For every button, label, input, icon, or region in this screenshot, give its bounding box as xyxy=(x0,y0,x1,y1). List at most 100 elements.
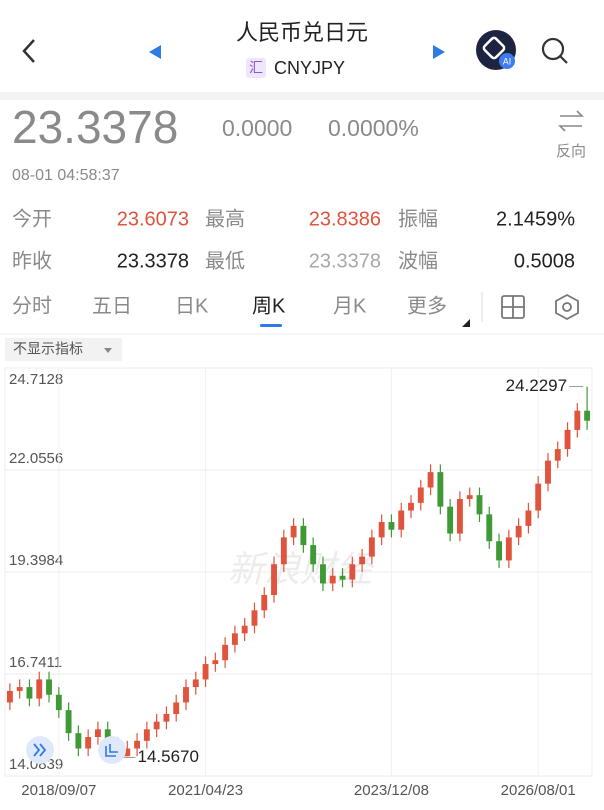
candle-body xyxy=(231,633,238,645)
tab[interactable]: 月K xyxy=(333,295,367,317)
y-tick-label: 16.7411 xyxy=(9,654,62,671)
change: 0.0000 xyxy=(222,115,292,141)
candle-body xyxy=(261,594,268,611)
candle-body xyxy=(183,687,189,703)
candle-body xyxy=(408,502,414,511)
ai-label: AI xyxy=(503,56,512,66)
price: 23.3378 xyxy=(12,101,178,153)
candle-body xyxy=(6,690,13,703)
candle-body xyxy=(584,410,591,421)
search-button[interactable] xyxy=(541,37,565,61)
candle-body xyxy=(173,702,180,714)
next-button[interactable] xyxy=(433,45,445,59)
back-button[interactable] xyxy=(22,39,35,63)
badge-bg xyxy=(246,58,266,78)
candle-body xyxy=(143,729,150,741)
candle-body xyxy=(456,499,463,534)
y-tick-label: 24.7128 xyxy=(9,371,63,388)
max-label: 24.2297 xyxy=(506,376,567,395)
candle-body xyxy=(163,713,170,722)
tab[interactable]: 日K xyxy=(175,295,209,317)
reverse-icon[interactable] xyxy=(558,110,584,132)
candle-body xyxy=(496,541,502,561)
reset-button[interactable] xyxy=(98,736,126,764)
candle-body xyxy=(417,487,424,503)
stat-value: 0.5008 xyxy=(514,250,575,272)
candle-body xyxy=(124,748,131,757)
candle-body xyxy=(290,525,297,538)
reverse[interactable]: 反向 xyxy=(556,143,586,160)
tab[interactable]: 分时 xyxy=(12,294,52,317)
candle-body xyxy=(16,687,23,691)
indicator-dropdown[interactable] xyxy=(5,338,122,361)
candle-body xyxy=(271,564,277,595)
candle-body xyxy=(212,660,219,665)
tab-active[interactable]: 周K xyxy=(252,295,286,317)
candle-body xyxy=(26,687,33,699)
candle-body xyxy=(466,495,473,500)
indicator-label: 不显示指标 xyxy=(13,341,83,357)
stat-label: 波幅 xyxy=(398,249,438,272)
candle-body xyxy=(241,625,248,634)
symbol: CNYJPY xyxy=(274,58,345,78)
candle-body xyxy=(75,733,82,749)
candle-body xyxy=(505,537,512,561)
candle-body xyxy=(65,710,72,734)
candle-body xyxy=(427,472,434,488)
change-pct: 0.0000% xyxy=(328,115,419,141)
stat-value: 23.3378 xyxy=(117,250,189,272)
divider xyxy=(0,92,604,100)
candle-body xyxy=(368,537,375,557)
prev-button[interactable] xyxy=(149,45,161,59)
min-label: 14.5670 xyxy=(138,747,199,766)
tab[interactable]: 更多 xyxy=(407,294,447,317)
candle-body xyxy=(574,410,581,430)
candle-body xyxy=(202,664,209,680)
candle-body xyxy=(437,472,444,507)
candle-body xyxy=(447,506,454,534)
candle-body xyxy=(476,495,483,515)
time: 08-01 04:58:37 xyxy=(12,167,120,184)
candle-body xyxy=(95,729,101,737)
candle-body xyxy=(251,610,258,626)
candle-body xyxy=(398,510,405,530)
candle-body xyxy=(339,575,346,580)
x-tick-label: 2026/08/01 xyxy=(501,782,576,799)
x-tick-label: 2023/12/08 xyxy=(354,782,429,799)
tab-underline xyxy=(260,324,282,327)
candle-body xyxy=(134,740,141,749)
stat-label: 今开 xyxy=(12,207,52,230)
x-tick-label: 2021/04/23 xyxy=(168,782,243,799)
stat-label: 最低 xyxy=(205,249,245,272)
badge: 汇 xyxy=(249,60,263,76)
candle-body xyxy=(222,644,229,661)
layout-button[interactable] xyxy=(501,295,525,319)
stat-label: 昨收 xyxy=(12,249,52,272)
candle-body xyxy=(300,525,307,546)
candle-body xyxy=(545,460,551,484)
candle-body xyxy=(46,679,52,695)
ai-icon xyxy=(482,36,506,60)
y-tick-label: 22.0556 xyxy=(9,450,63,467)
candle-body xyxy=(515,525,522,538)
settings-button[interactable] xyxy=(555,293,579,321)
reset-icon xyxy=(105,744,118,757)
candle-body xyxy=(554,449,561,461)
dropdown-caret xyxy=(104,348,112,353)
stat-value: 23.8386 xyxy=(309,208,381,230)
stat-value: 23.6073 xyxy=(117,208,189,230)
candle-body xyxy=(153,721,160,730)
candle-body xyxy=(535,483,542,511)
tab[interactable]: 五日 xyxy=(92,295,132,317)
stat-label: 最高 xyxy=(205,207,245,230)
stat-value: 2.1459% xyxy=(496,208,575,230)
scroll-icon xyxy=(33,743,47,757)
ai-dot xyxy=(499,53,515,69)
stats: 今开 23.6073 最高 23.8386 振幅 2.1459% 昨收 23.3… xyxy=(12,207,575,272)
title: 人民币兑日元 xyxy=(236,20,368,45)
candle-body xyxy=(486,514,493,542)
candle-body xyxy=(192,679,199,688)
more-caret xyxy=(462,319,470,327)
chart: 14.0839 16.7411 19.3984 22.0556 24.7128 2018/… xyxy=(4,367,593,799)
